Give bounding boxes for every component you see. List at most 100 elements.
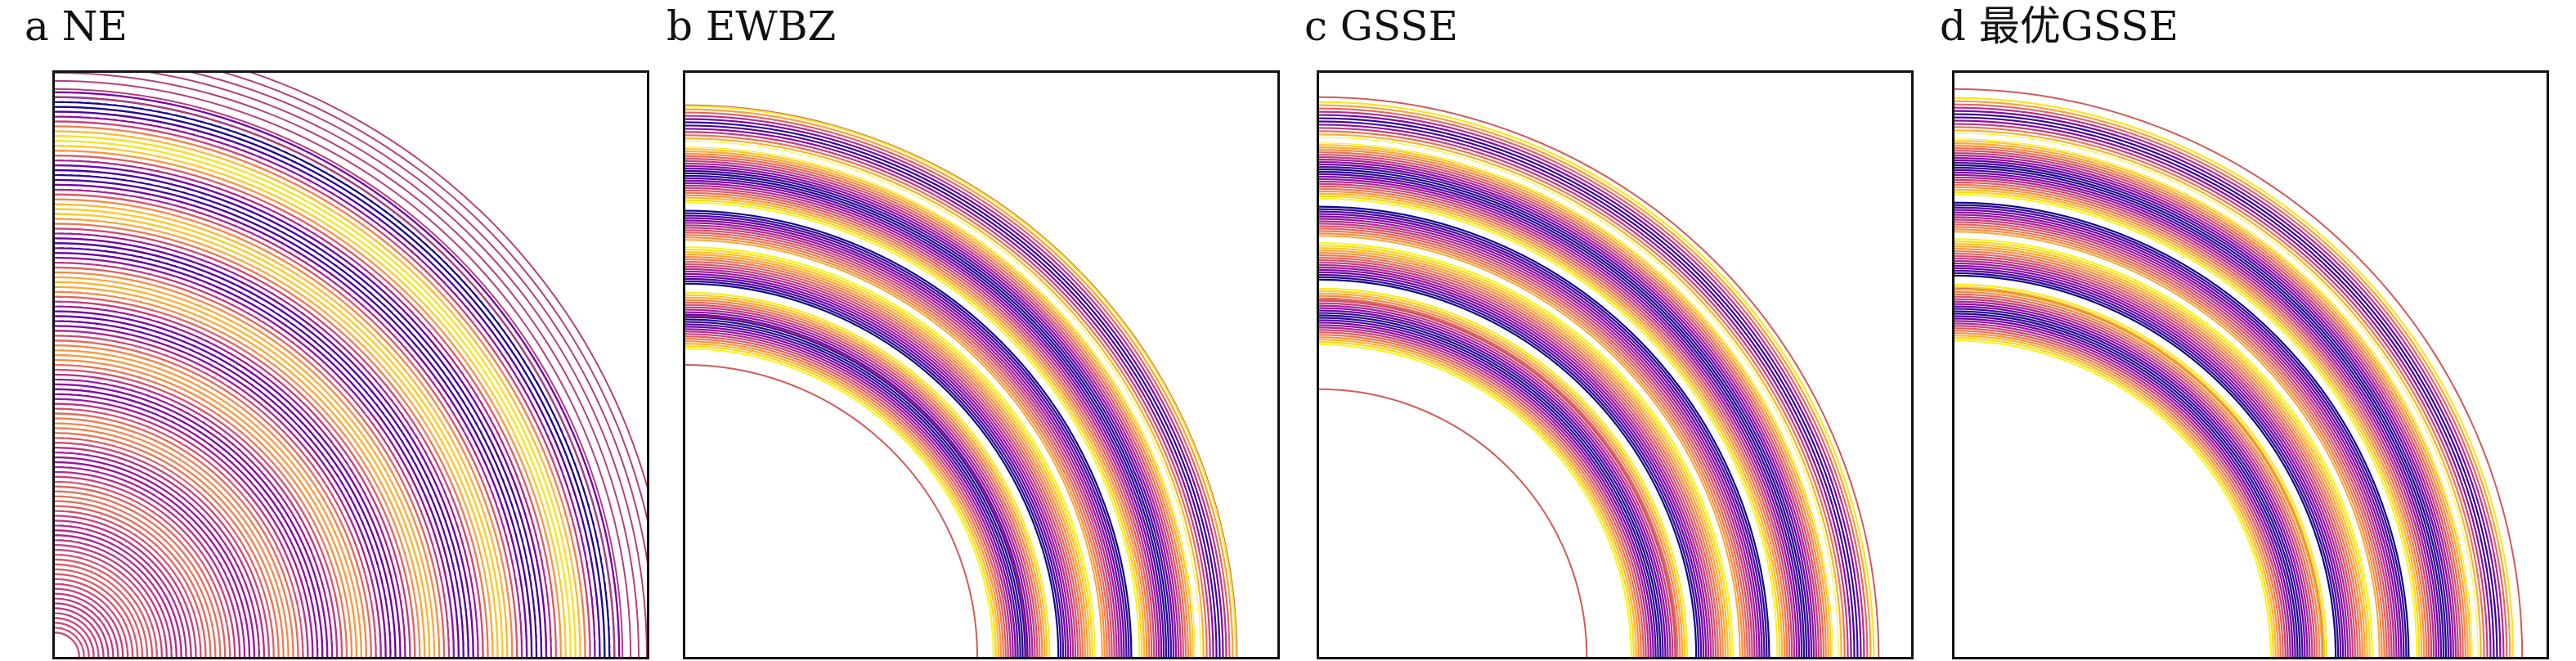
contour-line: [55, 523, 189, 657]
contour-line: [55, 407, 304, 657]
contour-line: [55, 617, 95, 657]
contour-line: [55, 135, 577, 657]
contour-line: [55, 295, 416, 657]
contour-line: [1319, 220, 1756, 657]
contour-line: [685, 345, 997, 657]
contour-line: [55, 286, 426, 657]
contour-line: [55, 480, 231, 657]
contour-line: [55, 378, 334, 657]
contour-line: [1954, 188, 2423, 657]
contour-line: [1319, 266, 1710, 657]
contour-line: [1319, 205, 1770, 657]
contour-line: [55, 193, 518, 657]
contour-line: [685, 243, 1099, 657]
contour-line: [55, 99, 613, 657]
contour-line: [685, 234, 1108, 657]
contour-line: [685, 326, 1016, 657]
contour-line: [222, 73, 647, 522]
contour-line: [1954, 110, 2502, 657]
contour-line: [685, 124, 1218, 657]
contour-line: [1319, 307, 1669, 657]
contour-line: [1319, 120, 1856, 657]
contour-line: [1319, 242, 1734, 657]
contour-line: [1954, 191, 2421, 657]
contour-line: [1954, 286, 2326, 657]
contour-line: [1954, 320, 2291, 657]
contour-line: [55, 573, 139, 657]
contour-line: [55, 529, 182, 657]
contour-line: [55, 451, 261, 657]
contour-line: [1319, 334, 1642, 657]
contour-line: [55, 402, 309, 657]
contour-line: [55, 597, 114, 657]
contour-line: [1954, 231, 2381, 657]
contour-line: [685, 115, 1227, 657]
contour-line: [55, 485, 227, 657]
contour-line: [1319, 199, 1777, 657]
contour-line: [1954, 308, 2304, 657]
contour-line: [55, 232, 479, 657]
contour-line: [1319, 292, 1684, 657]
contour-line: [685, 153, 1189, 657]
contour-line: [685, 296, 1046, 657]
contour-line: [685, 158, 1185, 657]
contour-line: [55, 627, 85, 657]
contour-line: [685, 187, 1156, 657]
panel-b: b EWBZ: [666, 0, 1288, 661]
contour-line: [1954, 193, 2418, 657]
contour-line: [55, 465, 246, 657]
contour-line: [55, 333, 379, 657]
contour-line: [1954, 243, 2368, 657]
contour-line: [685, 194, 1148, 657]
contour-line: [1319, 304, 1672, 657]
contour-line: [55, 150, 563, 657]
contour-line: [1954, 140, 2471, 657]
contour-line: [1954, 155, 2457, 657]
contour-line: [1954, 264, 2347, 657]
contour-line: [1954, 206, 2405, 657]
contour-line: [1954, 322, 2289, 657]
contour-line: [55, 479, 233, 657]
contour-line: [1319, 213, 1763, 657]
contour-line: [685, 268, 1075, 657]
contour-line: [249, 73, 647, 489]
contour-line: [55, 543, 168, 657]
contour-line: [1954, 313, 2299, 657]
contour-line: [55, 578, 134, 657]
contour-line: [55, 553, 159, 657]
contour-line: [55, 201, 510, 657]
contour-line: [1319, 302, 1674, 657]
contour-line: [147, 73, 647, 657]
contour-line: [55, 344, 368, 657]
contour-line: [55, 310, 402, 657]
contour-line: [55, 508, 204, 657]
contour-line: [1954, 298, 2313, 657]
contour-line: [1319, 263, 1712, 657]
contour-line: [1954, 258, 2354, 657]
contour-line: [55, 632, 80, 657]
contour-line: [685, 224, 1118, 657]
contour-line: [1319, 117, 1859, 657]
contour-line: [685, 249, 1093, 657]
contour-line: [55, 612, 100, 657]
contour-line: [1319, 281, 1695, 657]
contour-line: [55, 208, 504, 657]
contour-line: [55, 145, 567, 657]
contour-line: [1319, 317, 1659, 657]
contour-line: [685, 246, 1096, 657]
panel-d-plot: [1952, 70, 2549, 659]
contour-line: [55, 358, 353, 657]
contour-line: [1954, 315, 2296, 657]
contour-line: [685, 128, 1214, 657]
contour-line: [685, 318, 1024, 657]
contour-line: [1319, 326, 1649, 657]
contour-line: [685, 196, 1146, 657]
contour-line: [55, 300, 411, 657]
contour-line: [685, 155, 1187, 657]
contour-line: [55, 172, 540, 657]
contour-line: [1319, 297, 1679, 657]
contour-line: [55, 173, 538, 657]
contour-line: [685, 191, 1151, 657]
contour-line: [55, 242, 469, 657]
contour-line: [685, 304, 1039, 657]
